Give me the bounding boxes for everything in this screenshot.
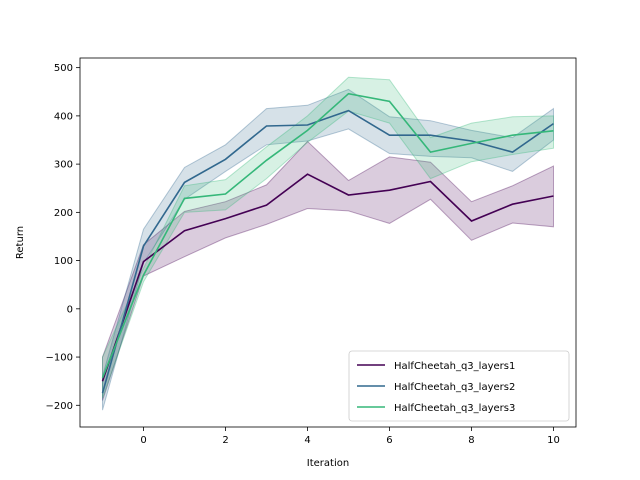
y-tick-label: 0 <box>67 304 73 315</box>
plot-frame <box>79 57 577 428</box>
y-tick-label: 200 <box>54 208 73 219</box>
y-tick-label: −100 <box>46 353 73 364</box>
y-tick-label: −200 <box>46 401 73 412</box>
y-axis-ticks: −200 −100 0 100 200 300 400 500 <box>46 63 80 412</box>
legend-label-1: HalfCheetah_q3_layers1 <box>394 361 515 372</box>
x-tick-label: 2 <box>222 435 228 446</box>
series-line-2 <box>101 109 554 394</box>
x-tick-label: 0 <box>140 435 146 446</box>
confidence-bands <box>102 76 554 411</box>
series-lines <box>101 92 554 394</box>
y-tick-label: 100 <box>54 256 73 267</box>
y-tick-label: 300 <box>54 160 73 171</box>
legend-box <box>348 350 570 422</box>
x-axis-ticks: 0 2 4 6 8 10 <box>140 427 560 446</box>
x-axis-label: Iteration <box>307 458 349 469</box>
y-tick-label: 400 <box>54 111 73 122</box>
x-tick-label: 10 <box>547 435 560 446</box>
x-tick-label: 4 <box>304 435 310 446</box>
x-tick-label: 8 <box>468 435 474 446</box>
x-tick-label: 6 <box>386 435 392 446</box>
confidence-band-2 <box>102 88 554 411</box>
confidence-band-1 <box>102 140 554 401</box>
confidence-band-3 <box>102 76 554 399</box>
legend-label-2: HalfCheetah_q3_layers2 <box>394 382 515 393</box>
series-line-3 <box>101 92 554 379</box>
legend: HalfCheetah_q3_layers1 HalfCheetah_q3_lay… <box>348 350 570 422</box>
series-line-1 <box>101 173 554 382</box>
legend-label-3: HalfCheetah_q3_layers3 <box>394 403 515 414</box>
y-axis-label: Return <box>15 226 26 259</box>
y-tick-label: 500 <box>54 63 73 74</box>
